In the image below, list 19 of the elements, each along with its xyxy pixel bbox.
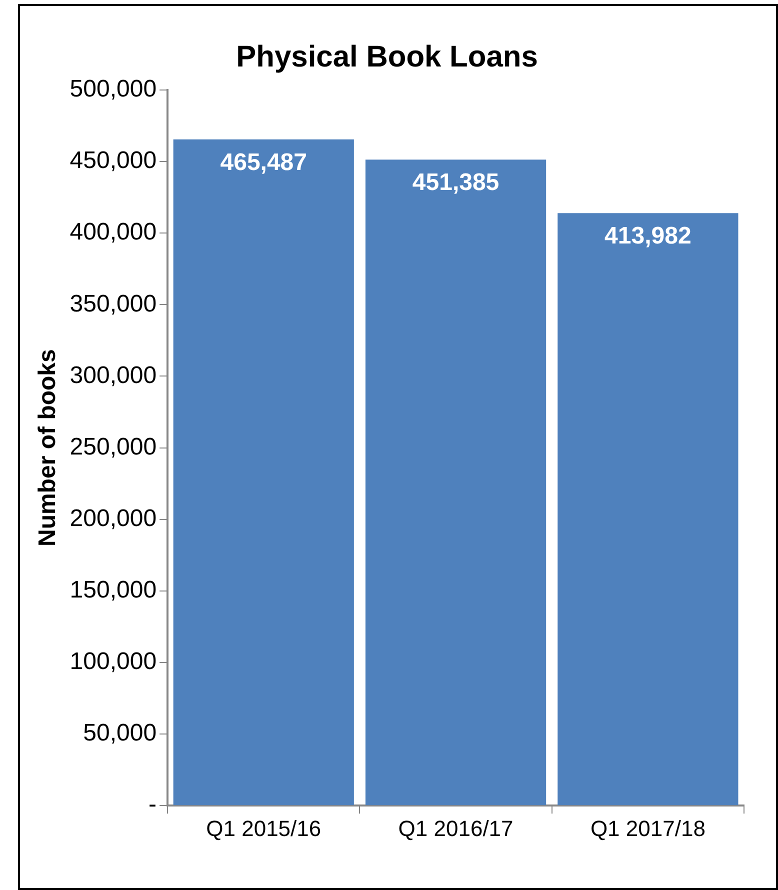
x-tick-label: Q1 2016/17 — [398, 816, 514, 841]
x-tick-label: Q1 2017/18 — [590, 816, 706, 841]
data-label: 465,487 — [220, 149, 308, 176]
y-tick-label: 500,000 — [70, 76, 157, 103]
y-tick-label: 100,000 — [70, 648, 157, 676]
y-axis-title: Number of books — [34, 349, 62, 546]
data-label: 451,385 — [412, 169, 500, 196]
data-label: 413,982 — [604, 222, 692, 250]
y-tick-label: 50,000 — [83, 720, 157, 747]
x-tick-label: Q1 2015/16 — [206, 816, 322, 841]
y-tick-label: 400,000 — [70, 218, 157, 246]
chart-title: Physical Book Loans — [236, 40, 538, 74]
y-tick-label: - — [148, 791, 157, 818]
y-tick-label: 150,000 — [70, 576, 157, 604]
y-tick-label: 450,000 — [70, 147, 157, 174]
y-tick-label: 200,000 — [70, 504, 157, 532]
y-tick-label: 350,000 — [70, 290, 157, 318]
y-tick-label: 250,000 — [70, 433, 157, 460]
y-tick-label: 300,000 — [70, 362, 157, 389]
